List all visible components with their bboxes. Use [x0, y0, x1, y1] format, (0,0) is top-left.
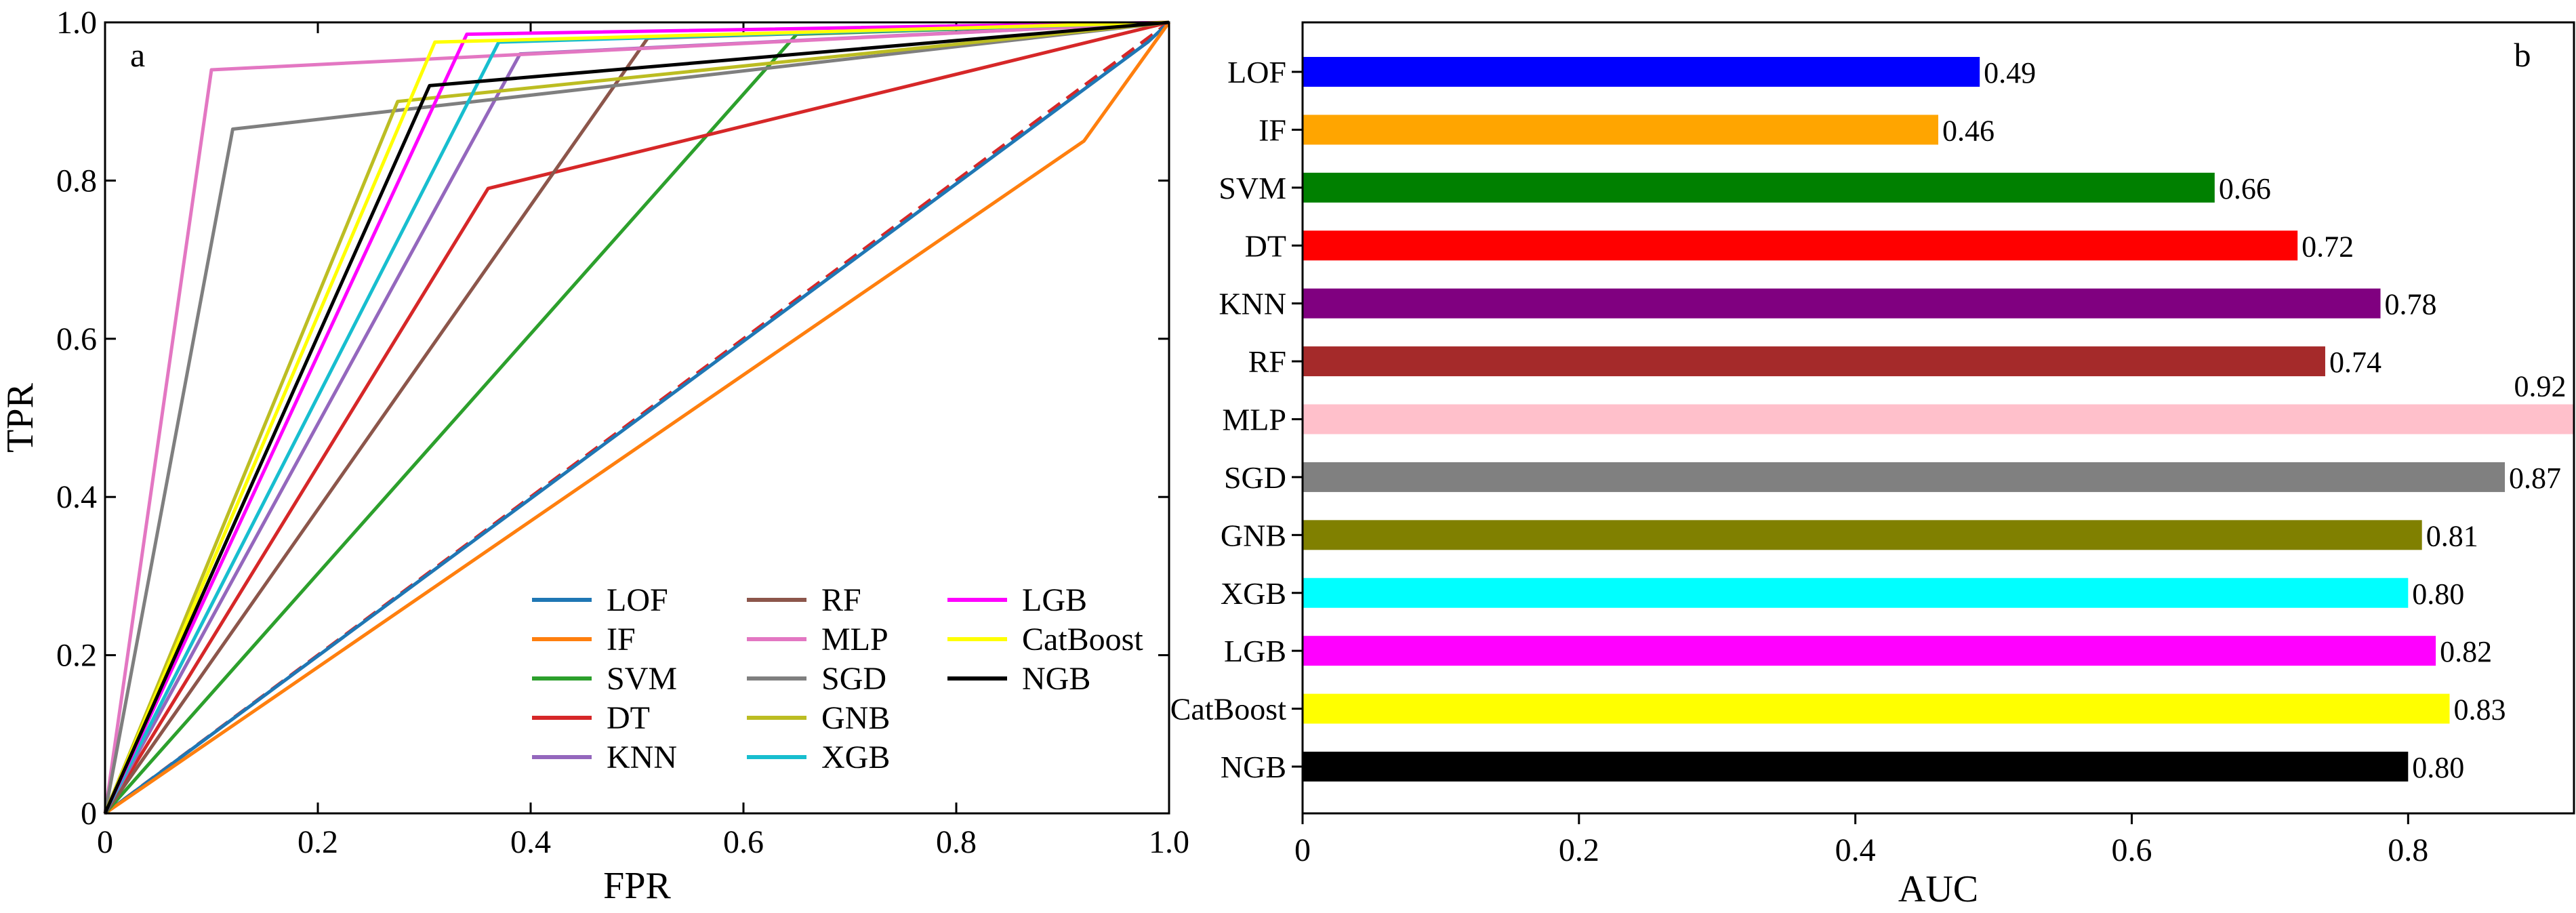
x-tick-label: 0.2: [1559, 832, 1599, 868]
x-tick-label: 0: [97, 824, 113, 860]
legend-entry: KNN: [607, 739, 677, 775]
bar-if: [1303, 115, 1938, 145]
category-label: SVM: [1219, 171, 1286, 205]
bar-value-label: 0.80: [2412, 751, 2464, 784]
bar-mlp: [1303, 404, 2574, 434]
category-label: LOF: [1227, 55, 1286, 89]
category-label: RF: [1248, 344, 1286, 379]
x-tick-label: 0.6: [2111, 832, 2152, 868]
roc-line-gnb: [103, 20, 1170, 814]
x-tick-label: 0.4: [1835, 832, 1876, 868]
legend-entry: CatBoost: [1022, 622, 1143, 657]
x-tick-label: 0: [1294, 832, 1311, 868]
roc-line-lof: [104, 21, 1170, 815]
x-tick-label: 0.4: [510, 824, 551, 860]
roc-line-sgd: [103, 20, 1170, 814]
y-tick-label: 1.0: [56, 5, 97, 41]
bar-value-label: 0.72: [2302, 230, 2354, 263]
category-label: SGD: [1224, 460, 1286, 495]
y-tick-label: 0.2: [56, 638, 97, 674]
category-label: MLP: [1222, 403, 1286, 437]
legend-entry: LGB: [1022, 582, 1087, 618]
roc-line-ngb: [103, 20, 1170, 815]
bar-gnb: [1303, 520, 2422, 550]
legend-entry: NGB: [1022, 661, 1090, 697]
bar-value-label: 0.74: [2329, 346, 2381, 379]
bar-value-label: 0.46: [1942, 114, 1995, 147]
y-tick-label: 0.6: [56, 321, 97, 357]
plot-frame: [1301, 21, 2575, 815]
bar-lof: [1303, 57, 1980, 87]
x-axis-title: AUC: [1898, 868, 1978, 910]
bar-xgb: [1303, 577, 2409, 608]
bar-value-label: 0.78: [2385, 288, 2437, 321]
bar-value-label: 0.49: [1984, 56, 2036, 89]
category-label: KNN: [1219, 287, 1286, 321]
x-tick-label: 0.2: [298, 824, 338, 860]
category-label: DT: [1245, 228, 1286, 263]
roc-line-mlp: [103, 20, 1170, 814]
panel-letter: b: [2514, 36, 2531, 74]
legend-entry: RF: [821, 582, 861, 618]
bar-lgb: [1303, 636, 2436, 666]
roc-line-dt: [103, 20, 1170, 815]
legend-entry: LOF: [607, 582, 668, 618]
bar-value-label: 0.81: [2426, 519, 2478, 552]
bar-rf: [1303, 346, 2325, 377]
category-label: CatBoost: [1170, 692, 1286, 727]
category-label: GNB: [1221, 518, 1286, 552]
y-tick-label: 0.8: [56, 163, 97, 199]
bar-value-label: 0.66: [2219, 172, 2271, 205]
legend-entry: DT: [607, 700, 650, 736]
bar-knn: [1303, 288, 2381, 319]
bar-value-label: 0.80: [2412, 577, 2464, 611]
plot-frame: [104, 21, 1170, 815]
legend-entry: MLP: [821, 622, 888, 657]
bar-value-label: 0.82: [2440, 635, 2492, 668]
roc-line-catboost: [103, 20, 1170, 814]
bar-value-label: 0.92: [2514, 370, 2567, 403]
category-label: XGB: [1221, 576, 1286, 611]
bar-value-label: 0.83: [2453, 693, 2506, 727]
bar-svm: [1303, 172, 2215, 203]
bar-sgd: [1303, 462, 2506, 492]
y-axis-title: TPR: [0, 383, 41, 453]
x-tick-label: 0.8: [936, 824, 977, 860]
legend-entry: XGB: [821, 739, 890, 775]
x-axis-title: FPR: [603, 865, 671, 907]
auc-bar-panel: 0 0.2 0.4 0.6 0.8 LOF 0.49 IF 0.46 SVM 0.66 DT 0.72 K…: [1170, 21, 2575, 910]
legend-entry: IF: [607, 622, 636, 657]
category-label: NGB: [1221, 750, 1286, 784]
legend-entry: GNB: [821, 700, 890, 736]
bar-ngb: [1303, 752, 2409, 782]
category-label: IF: [1259, 113, 1286, 147]
y-tick-label: 0: [81, 796, 97, 832]
x-tick-label: 0.8: [2388, 832, 2428, 868]
x-tick-label: 0.6: [723, 824, 764, 860]
category-label: LGB: [1224, 634, 1286, 668]
roc-line-lgb: [103, 20, 1170, 815]
bar-dt: [1303, 230, 2298, 261]
panel-letter: a: [130, 36, 145, 74]
legend-entry: SGD: [821, 661, 886, 697]
roc-line-if: [104, 21, 1171, 815]
y-tick-label: 0.4: [56, 479, 97, 515]
roc-panel: 0 0.2 0.4 0.6 0.8 1.0 0 0.2 0.4 0.6 0.8 1.0 FPR TPR a L…: [0, 5, 1189, 907]
bar-value-label: 0.87: [2509, 462, 2561, 495]
bar-catboost: [1303, 693, 2450, 724]
legend-entry: SVM: [607, 661, 677, 697]
x-tick-label: 1.0: [1149, 824, 1189, 860]
